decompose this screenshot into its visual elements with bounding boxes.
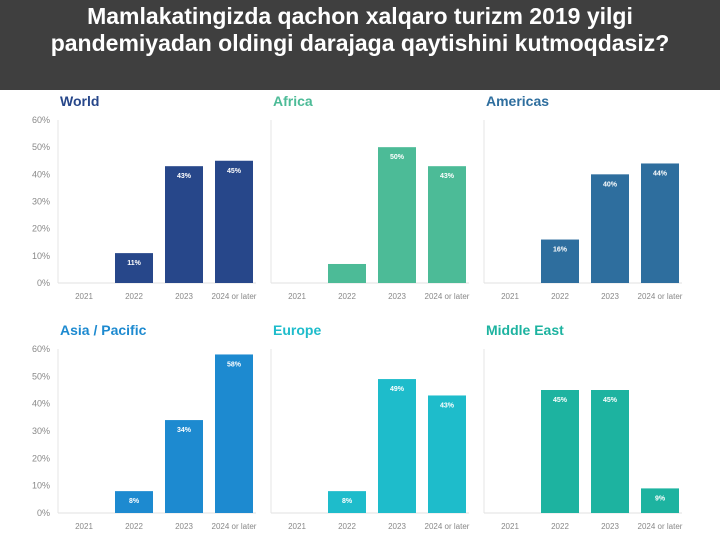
data-label: 43% <box>440 402 455 409</box>
data-label: 45% <box>553 397 568 404</box>
panel-title: Americas <box>486 93 549 109</box>
x-tick-label: 2022 <box>551 292 569 301</box>
bar-2022 <box>328 491 366 513</box>
x-tick-label: 2023 <box>388 522 406 531</box>
x-tick-label: 2022 <box>551 522 569 531</box>
x-tick-label: 2022 <box>338 292 356 301</box>
bar-2024-or-later <box>428 166 466 283</box>
x-tick-label: 2022 <box>125 522 143 531</box>
x-tick-label: 2021 <box>288 292 306 301</box>
x-tick-label: 2024 or later <box>212 292 257 301</box>
panel-middle-east: Middle East 2021 2022 45% 2023 45% 2024 or lat… <box>483 322 683 531</box>
x-tick-label: 2024 or later <box>638 522 683 531</box>
y-tick-label: 0% <box>37 508 50 518</box>
bar-2023 <box>378 379 416 513</box>
bar-2023 <box>378 147 416 283</box>
panel-title: Asia / Pacific <box>60 322 147 338</box>
data-label: 11% <box>127 260 141 267</box>
panel-title: Europe <box>273 322 321 338</box>
x-tick-label: 2024 or later <box>425 292 470 301</box>
y-tick-label: 30% <box>32 426 50 436</box>
page-title: Mamlakatingizda qachon xalqaro turizm 20… <box>50 3 670 56</box>
x-tick-label: 2021 <box>288 522 306 531</box>
x-tick-label: 2023 <box>388 292 406 301</box>
bar-2023 <box>165 166 203 283</box>
x-tick-label: 2024 or later <box>212 522 257 531</box>
panel-asia-pacific: Asia / Pacific 0% 10% 20% 30% 40% 50% 60% 2021 20… <box>32 322 257 531</box>
bar-2023 <box>591 174 629 283</box>
y-tick-label: 30% <box>32 197 50 207</box>
x-tick-label: 2022 <box>125 292 143 301</box>
x-tick-label: 2023 <box>175 292 193 301</box>
data-label: 34% <box>177 427 192 434</box>
x-tick-label: 2023 <box>601 292 619 301</box>
bar-2024-or-later <box>428 395 466 513</box>
data-label: 45% <box>227 168 242 175</box>
bar-2024-or-later <box>641 163 679 283</box>
x-tick-label: 2024 or later <box>638 292 683 301</box>
bar-2022 <box>328 263 366 283</box>
data-label: 8% <box>129 498 140 505</box>
y-tick-label: 50% <box>32 371 50 381</box>
x-tick-label: 2021 <box>75 292 93 301</box>
data-label: 49% <box>390 386 405 393</box>
x-tick-label: 2022 <box>338 522 356 531</box>
x-tick-label: 2021 <box>501 292 519 301</box>
data-label: 44% <box>653 170 668 177</box>
x-tick-label: 2021 <box>75 522 93 531</box>
panel-title: Africa <box>273 93 313 109</box>
y-tick-label: 60% <box>32 344 50 354</box>
y-tick-label: 40% <box>32 169 50 179</box>
y-tick-label: 10% <box>32 481 50 491</box>
bar-2023 <box>591 390 629 513</box>
panel-world: World 0% 10% 20% 30% 40% 50% 60% 2021 2022 11% 2023… <box>32 93 257 301</box>
x-tick-label: 2024 or later <box>425 522 470 531</box>
y-tick-label: 10% <box>32 251 50 261</box>
panel-africa: Africa 2021 2022 2023 50% 2024 or later 43% <box>270 93 470 301</box>
bar-2024-or-later <box>641 488 679 513</box>
panel-title: World <box>60 93 99 109</box>
data-label: 9% <box>655 495 666 502</box>
x-tick-label: 2023 <box>175 522 193 531</box>
bar-2024-or-later <box>215 354 253 513</box>
bar-2022 <box>541 239 579 283</box>
bar-2022 <box>115 253 153 283</box>
bar-2024-or-later <box>215 160 253 283</box>
data-label: 43% <box>177 173 192 180</box>
data-label: 45% <box>603 397 618 404</box>
x-tick-label: 2023 <box>601 522 619 531</box>
panel-title: Middle East <box>486 322 564 338</box>
x-tick-label: 2021 <box>501 522 519 531</box>
panel-europe: Europe 2021 2022 8% 2023 49% 2024 or later 43% <box>270 322 470 531</box>
data-label: 50% <box>390 154 405 161</box>
bar-2022 <box>115 491 153 513</box>
y-tick-label: 0% <box>37 278 50 288</box>
y-tick-label: 50% <box>32 142 50 152</box>
data-label: 16% <box>553 247 568 254</box>
bar-2022 <box>541 390 579 513</box>
header-bar: Mamlakatingizda qachon xalqaro turizm 20… <box>0 0 720 90</box>
y-tick-label: 20% <box>32 453 50 463</box>
data-label: 58% <box>227 361 242 368</box>
y-tick-label: 60% <box>32 115 50 125</box>
bar-2023 <box>165 420 203 513</box>
data-label: 40% <box>603 181 618 188</box>
y-tick-label: 40% <box>32 399 50 409</box>
data-label: 43% <box>440 173 455 180</box>
panel-americas: Americas 2021 2022 16% 2023 40% 2024 or later 4… <box>483 93 683 301</box>
data-label: 8% <box>342 498 353 505</box>
y-tick-label: 20% <box>32 224 50 234</box>
